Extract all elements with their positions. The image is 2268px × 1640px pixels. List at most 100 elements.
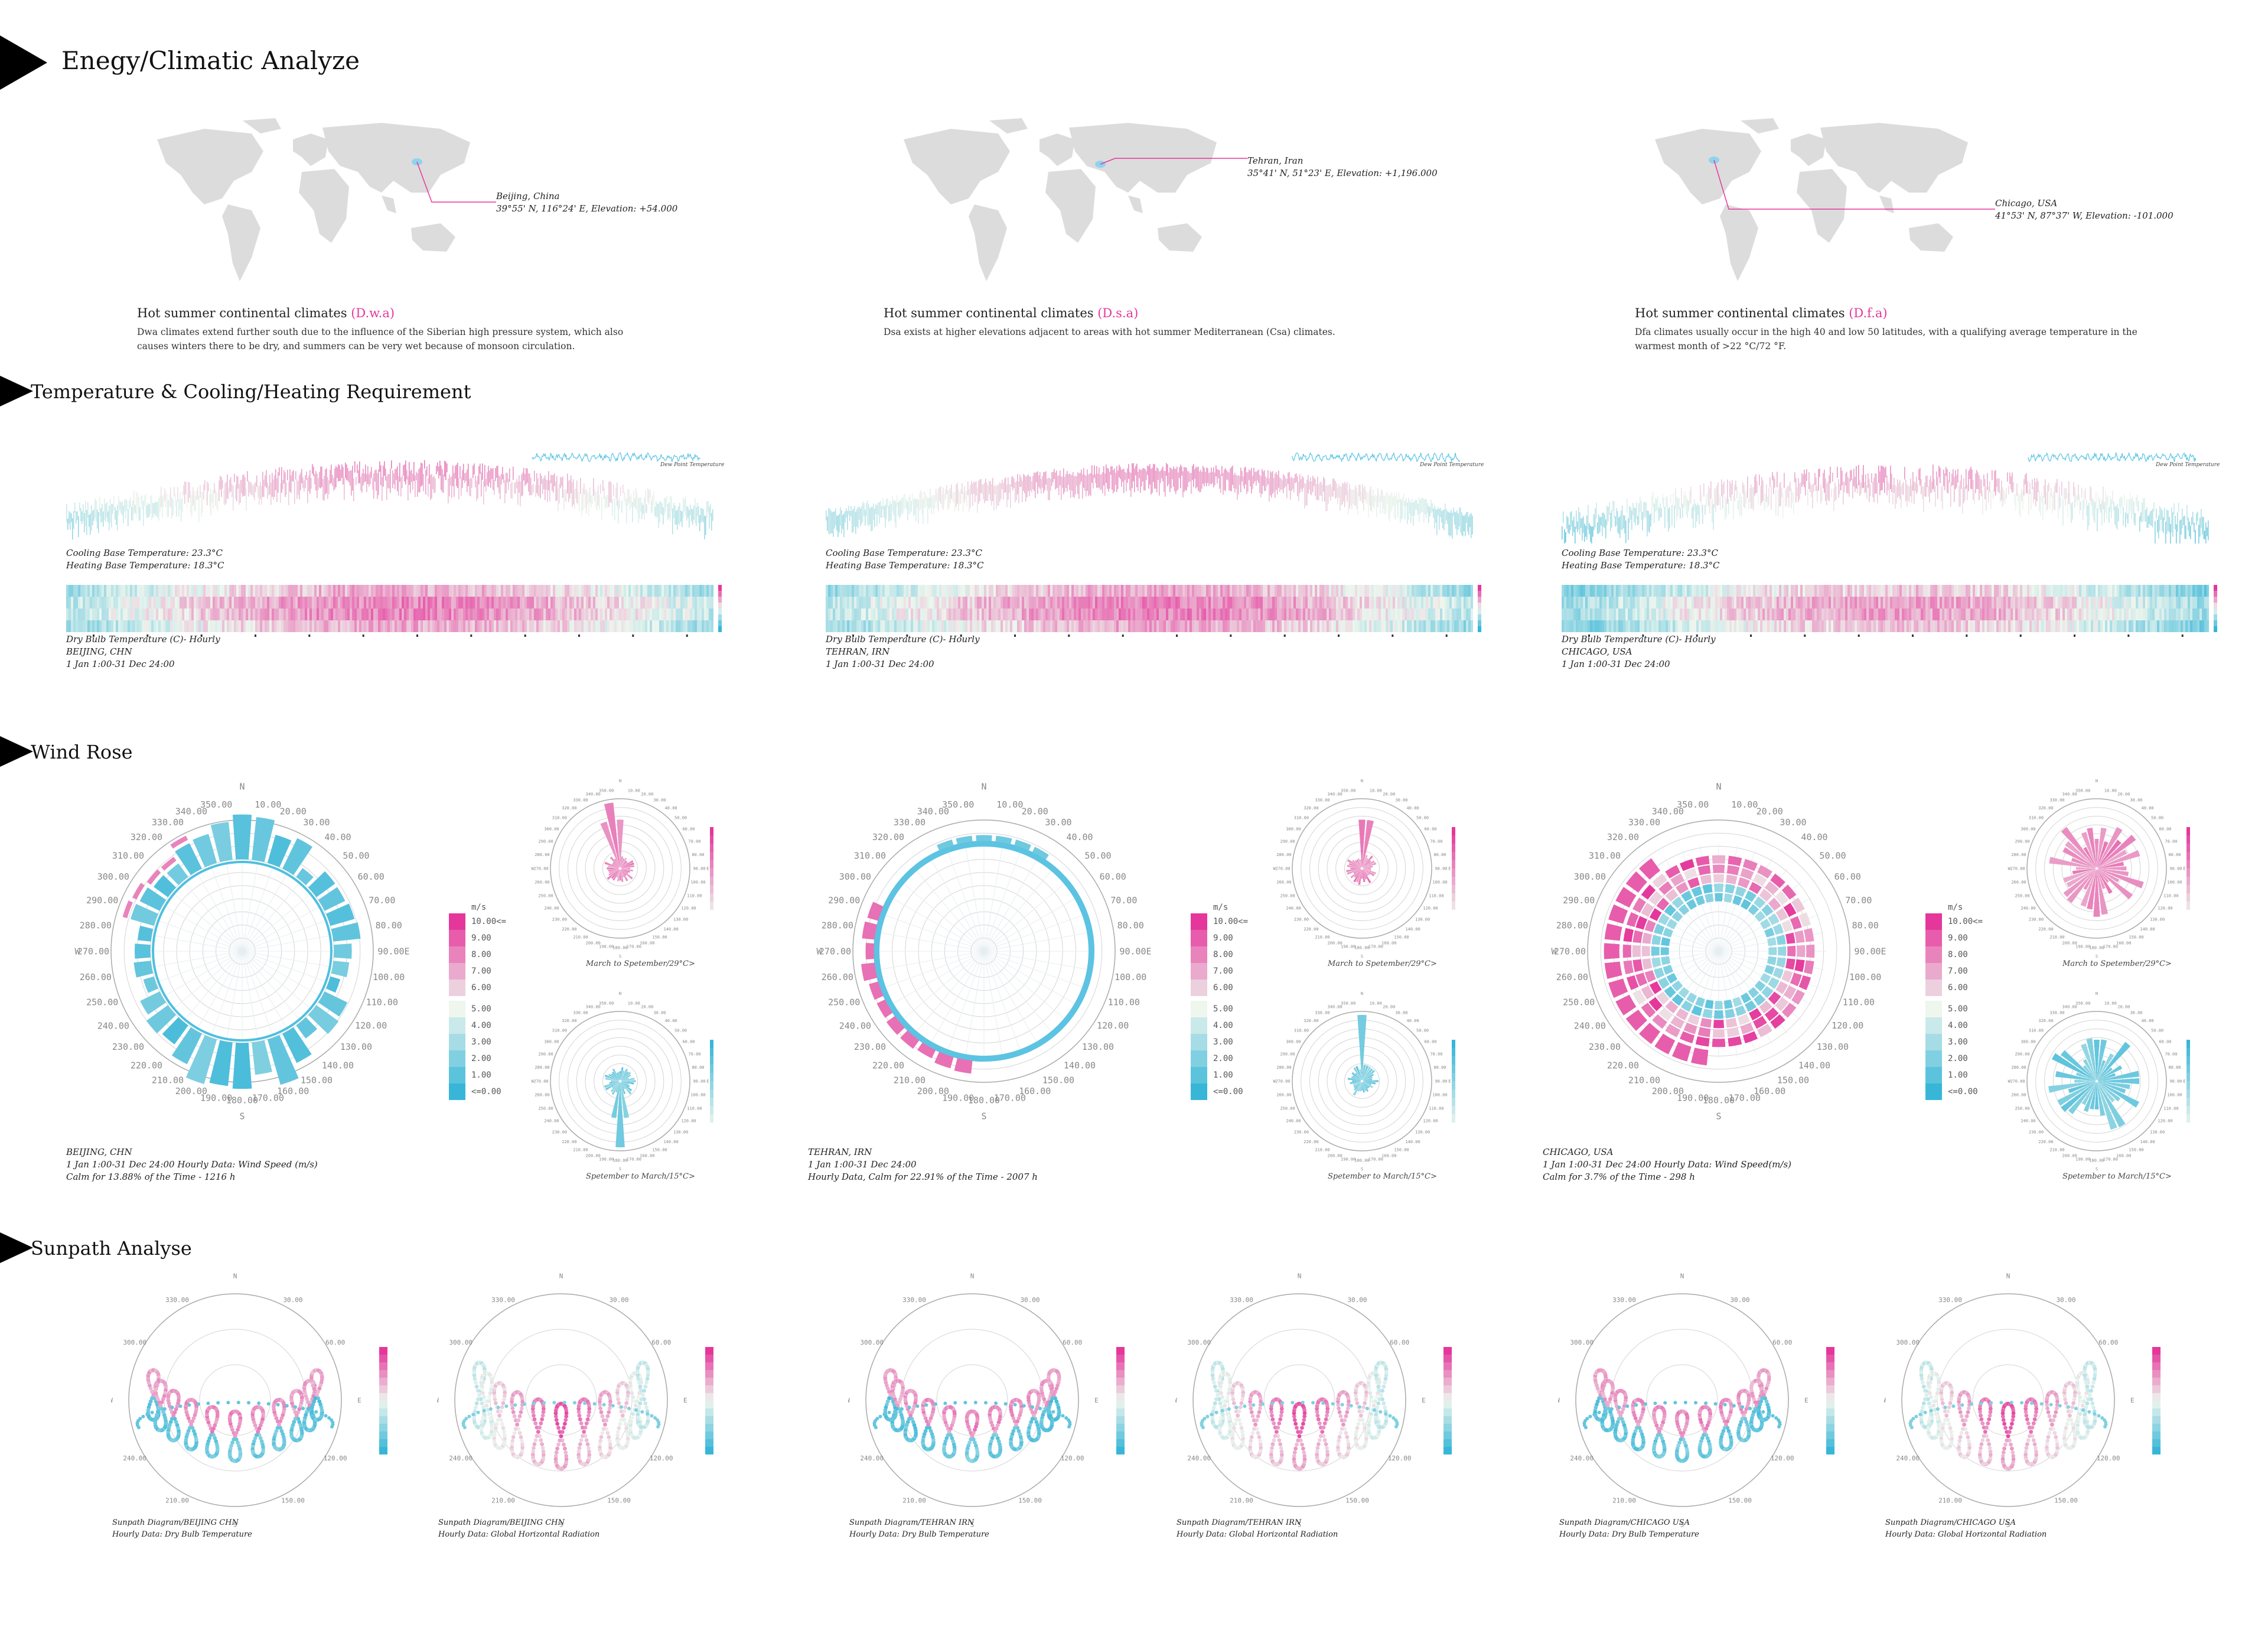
wind-rose-annual: 10.0020.0030.0040.0050.0060.0070.0080.00… [74, 781, 409, 1121]
scale-swatch [1925, 930, 1942, 946]
scale-swatch [1925, 1050, 1942, 1067]
scale-label: 9.00 [1948, 933, 1968, 943]
section-arrow-icon [0, 1232, 33, 1263]
heating-base-label: Heating Base Temperature: 18.3°C [1562, 560, 1720, 571]
scale-label: 9.00 [471, 933, 491, 943]
scale-swatch [1925, 1001, 1942, 1017]
scale-label: 8.00 [1213, 950, 1233, 959]
section-arrow-icon [0, 736, 33, 767]
scale-swatch [1191, 1067, 1207, 1083]
scale-swatch [449, 946, 465, 963]
scale-swatch [1191, 946, 1207, 963]
scale-swatch [1925, 980, 1942, 996]
scale-swatch [1925, 1067, 1942, 1083]
climate-code: (D.f.a) [1849, 306, 1888, 320]
scale-swatch [1925, 913, 1942, 930]
wind-speed-scale: 10.00<= 9.00 8.00 7.00 6.00 5.00 4.00 3.00 2.00 1… [1191, 903, 1248, 1100]
climate-description: Dwa climates extend further south due to… [137, 327, 624, 352]
sunpath-temperature: 30.0060.00120.00150.00210.00240.00300.00… [1558, 1272, 1834, 1528]
scale-swatch [449, 1017, 465, 1034]
wind-rose-summer: 10.0020.0030.0040.0050.0060.0070.0080.00… [1273, 779, 1455, 959]
scale-label: 3.00 [471, 1037, 491, 1047]
scale-swatch [1925, 946, 1942, 963]
sunpath-data: Hourly Data: Dry Bulb Temperature [849, 1530, 989, 1539]
sunpath-radiation: 30.0060.00120.00150.00210.00240.00300.00… [1884, 1272, 2161, 1528]
scale-swatch [1191, 980, 1207, 996]
scale-swatch [1191, 1034, 1207, 1050]
scale-swatch [1191, 930, 1207, 946]
sunpath-title: Sunpath Diagram/CHICAGO USA [1559, 1518, 1690, 1527]
heatmap-period: 1 Jan 1:00-31 Dec 24:00 [66, 659, 175, 669]
dry-bulb-heatmap [1562, 585, 2217, 637]
hourly-temperature-graph [826, 451, 1473, 539]
cooling-base-label: Cooling Base Temperature: 23.3°C [66, 548, 223, 558]
sunpath-title: Sunpath Diagram/BEIJING CHN [112, 1518, 239, 1527]
scale-label: 1.00 [1213, 1070, 1233, 1080]
sunpath-title: Sunpath Diagram/TEHRAN IRN [849, 1518, 975, 1527]
scale-unit: m/s [471, 903, 487, 912]
scale-label: 9.00 [1213, 933, 1233, 943]
scale-swatch [1925, 1017, 1942, 1034]
heating-base-label: Heating Base Temperature: 18.3°C [826, 560, 984, 571]
wind-period: 1 Jan 1:00-31 Dec 24:00 Hourly Data: Win… [1543, 1159, 1792, 1170]
sunpath-radiation: 30.0060.00120.00150.00210.00240.00300.00… [1175, 1272, 1452, 1528]
heatmap-title: Dry Bulb Temperature (C)- Hourly [66, 634, 220, 645]
climate-title: Hot summer continental climates (D.w.a) [137, 306, 395, 320]
scale-label: 2.00 [1948, 1054, 1968, 1063]
sunpath-data: Hourly Data: Global Horizontal Radiation [1177, 1530, 1338, 1539]
sunpath-data: Hourly Data: Dry Bulb Temperature [1559, 1530, 1699, 1539]
climate-title: Hot summer continental climates (D.f.a) [1635, 306, 1888, 320]
scale-label: 7.00 [1213, 967, 1233, 976]
hourly-temperature-graph [66, 451, 713, 540]
climate-code: (D.w.a) [351, 306, 395, 320]
world-map-tehran [904, 118, 1247, 281]
sunpath-data: Hourly Data: Global Horizontal Radiation [1885, 1530, 2047, 1539]
map-city-coords: 41°53' N, 87°37' W, Elevation: -101.000 [1995, 210, 2174, 221]
scale-swatch [449, 980, 465, 996]
sunpath-title: Sunpath Diagram/BEIJING CHN [438, 1518, 565, 1527]
world-map-beijing [157, 118, 496, 281]
scale-swatch [1191, 913, 1207, 930]
dew-point-label: Dew Point Temperature [660, 462, 725, 468]
scale-label: 6.00 [1948, 983, 1968, 993]
scale-swatch [449, 930, 465, 946]
section-title-sunpath: Sunpath Analyse [31, 1237, 192, 1260]
wind-speed-scale: 10.00<= 9.00 8.00 7.00 6.00 5.00 4.00 3.00 2.00 1… [1925, 903, 1983, 1100]
wind-period: 1 Jan 1:00-31 Dec 24:00 [808, 1159, 917, 1170]
wind-rose-winter: 10.0020.0030.0040.0050.0060.0070.0080.00… [2008, 991, 2190, 1172]
heatmap-title: Dry Bulb Temperature (C)- Hourly [826, 634, 980, 645]
scale-label: 3.00 [1213, 1037, 1233, 1047]
rose-period-label: March to Spetember/29°C> [1328, 959, 1437, 968]
climate-title: Hot summer continental climates (D.s.a) [884, 306, 1139, 320]
climate-code: (D.s.a) [1097, 306, 1139, 320]
sunpath-title: Sunpath Diagram/TEHRAN IRN [1177, 1518, 1302, 1527]
scale-label: 4.00 [1948, 1021, 1968, 1030]
scale-label: 7.00 [471, 967, 491, 976]
scale-label: 1.00 [471, 1070, 491, 1080]
scale-label: <=0.00 [1213, 1087, 1243, 1096]
scale-label: 4.00 [1213, 1021, 1233, 1030]
wind-location: TEHRAN, IRN [808, 1147, 872, 1157]
wind-location: BEIJING, CHN [66, 1147, 132, 1157]
climate-description: Dfa climates usually occur in the high 4… [1635, 327, 2137, 352]
wind-calm: Calm for 3.7% of the Time - 298 h [1543, 1172, 1695, 1182]
sunpath-temperature: 30.0060.00120.00150.00210.00240.00300.00… [848, 1272, 1125, 1528]
scale-swatch [449, 1034, 465, 1050]
scale-swatch [449, 963, 465, 980]
sunpath-data: Hourly Data: Global Horizontal Radiation [438, 1530, 600, 1539]
page-title: Enegy/Climatic Analyze [61, 46, 360, 75]
scale-swatch [449, 1067, 465, 1083]
scale-swatch [1191, 1050, 1207, 1067]
rose-period-label: March to Spetember/29°C> [586, 959, 695, 968]
scale-swatch [449, 1050, 465, 1067]
scale-label: 8.00 [471, 950, 491, 959]
scale-label: 4.00 [471, 1021, 491, 1030]
wind-rose-winter: 10.0020.0030.0040.0050.0060.0070.0080.00… [1273, 991, 1455, 1172]
scale-label: 8.00 [1948, 950, 1968, 959]
scale-label: 5.00 [1948, 1004, 1968, 1014]
sunpath-title: Sunpath Diagram/CHICAGO USA [1885, 1518, 2016, 1527]
dew-point-label: Dew Point Temperature [1420, 462, 1484, 468]
heatmap-location: BEIJING, CHN [66, 646, 132, 657]
wind-rose-annual: 10.0020.0030.0040.0050.0060.0070.0080.00… [1551, 781, 1886, 1121]
dew-point-label: Dew Point Temperature [2156, 462, 2220, 468]
